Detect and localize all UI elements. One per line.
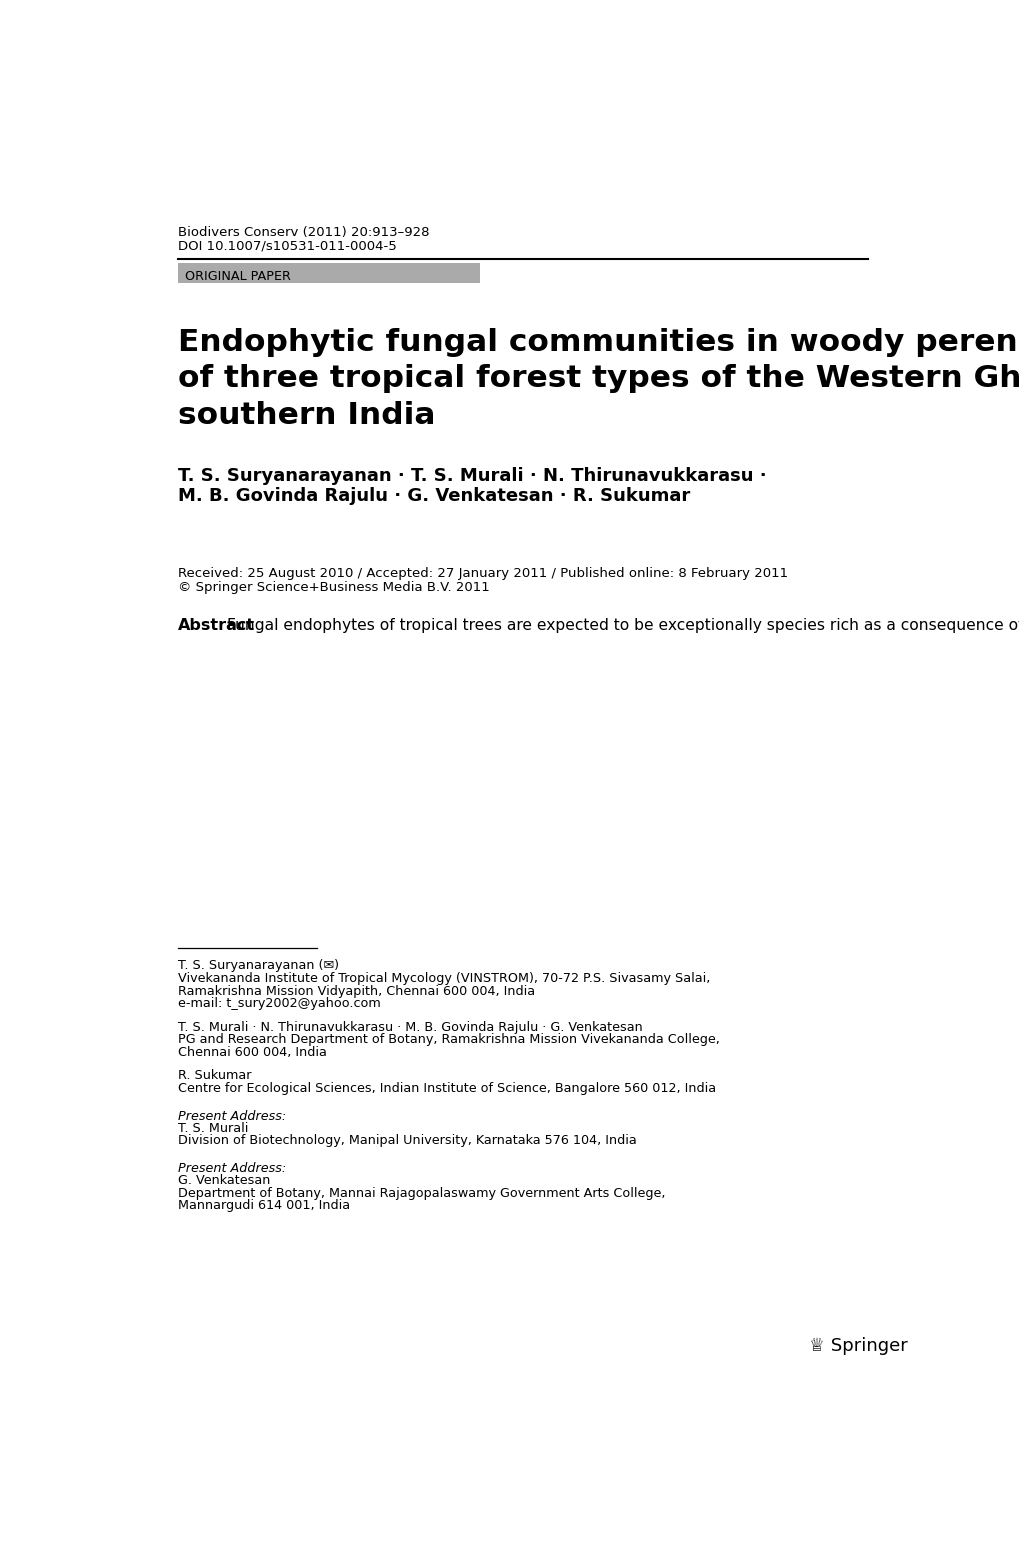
- Text: M. B. Govinda Rajulu · G. Venkatesan · R. Sukumar: M. B. Govinda Rajulu · G. Venkatesan · R…: [177, 487, 690, 506]
- Text: Received: 25 August 2010 / Accepted: 27 January 2011 / Published online: 8 Febru: Received: 25 August 2010 / Accepted: 27 …: [177, 567, 788, 580]
- Text: T. S. Suryanarayanan (✉): T. S. Suryanarayanan (✉): [177, 960, 338, 972]
- Text: Abstract: Abstract: [177, 618, 255, 634]
- Text: T. S. Suryanarayanan · T. S. Murali · N. Thirunavukkarasu ·: T. S. Suryanarayanan · T. S. Murali · N.…: [177, 467, 765, 484]
- Text: T. S. Murali: T. S. Murali: [177, 1122, 248, 1135]
- Text: Present Address:: Present Address:: [177, 1110, 285, 1122]
- Text: Department of Botany, Mannai Rajagopalaswamy Government Arts College,: Department of Botany, Mannai Rajagopalas…: [177, 1186, 664, 1200]
- Text: Division of Biotechnology, Manipal University, Karnataka 576 104, India: Division of Biotechnology, Manipal Unive…: [177, 1135, 636, 1147]
- Text: © Springer Science+Business Media B.V. 2011: © Springer Science+Business Media B.V. 2…: [177, 581, 489, 594]
- Text: T. S. Murali · N. Thirunavukkarasu · M. B. Govinda Rajulu · G. Venkatesan: T. S. Murali · N. Thirunavukkarasu · M. …: [177, 1020, 642, 1034]
- Text: DOI 10.1007/s10531-011-0004-5: DOI 10.1007/s10531-011-0004-5: [177, 240, 396, 252]
- Bar: [177, 263, 480, 283]
- Text: ♕ Springer: ♕ Springer: [809, 1337, 907, 1354]
- Text: PG and Research Department of Botany, Ramakrishna Mission Vivekananda College,: PG and Research Department of Botany, Ra…: [177, 1033, 719, 1047]
- Text: G. Venkatesan: G. Venkatesan: [177, 1175, 270, 1187]
- Text: Centre for Ecological Sciences, Indian Institute of Science, Bangalore 560 012, : Centre for Ecological Sciences, Indian I…: [177, 1082, 715, 1095]
- Text: Present Address:: Present Address:: [177, 1163, 285, 1175]
- Text: Ramakrishna Mission Vidyapith, Chennai 600 004, India: Ramakrishna Mission Vidyapith, Chennai 6…: [177, 985, 535, 997]
- Text: Chennai 600 004, India: Chennai 600 004, India: [177, 1045, 326, 1059]
- Text: Biodivers Conserv (2011) 20:913–928: Biodivers Conserv (2011) 20:913–928: [177, 226, 429, 238]
- Text: Vivekananda Institute of Tropical Mycology (VINSTROM), 70-72 P.S. Sivasamy Salai: Vivekananda Institute of Tropical Mycolo…: [177, 972, 709, 985]
- Text: Endophytic fungal communities in woody perennials
of three tropical forest types: Endophytic fungal communities in woody p…: [177, 328, 1019, 430]
- Text: R. Sukumar: R. Sukumar: [177, 1070, 251, 1082]
- Text: Mannargudi 614 001, India: Mannargudi 614 001, India: [177, 1198, 350, 1212]
- Text: Fungal endophytes of tropical trees are expected to be exceptionally species ric: Fungal endophytes of tropical trees are …: [226, 618, 1019, 634]
- Text: e-mail: t_sury2002@yahoo.com: e-mail: t_sury2002@yahoo.com: [177, 997, 380, 1010]
- Text: ORIGINAL PAPER: ORIGINAL PAPER: [184, 271, 290, 283]
